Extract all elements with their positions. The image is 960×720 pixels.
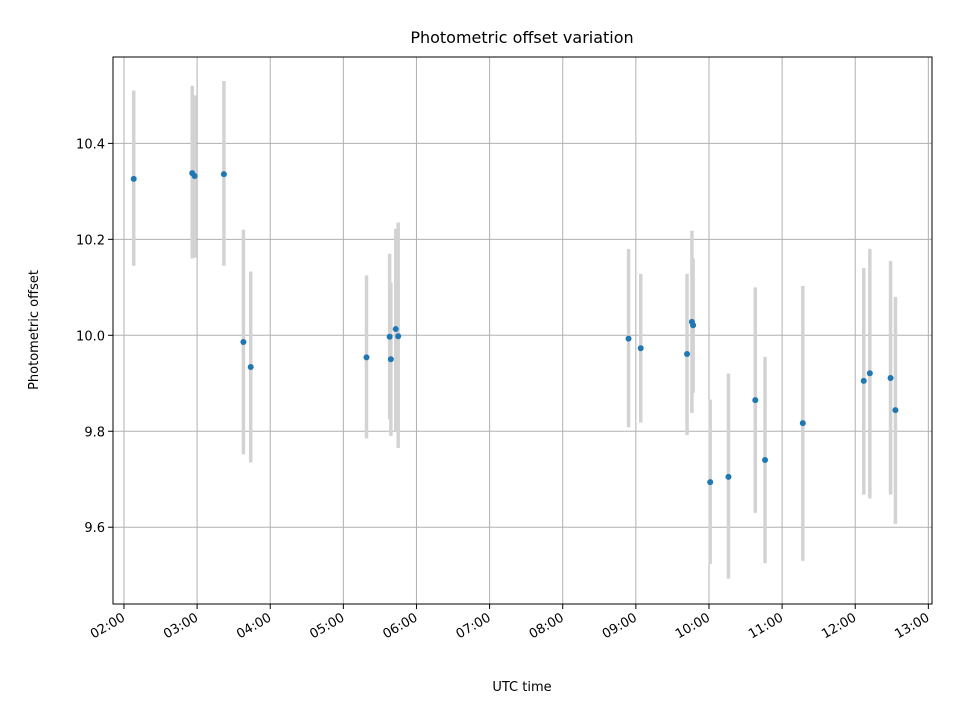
x-tick-label: 11:00 — [746, 610, 786, 642]
data-point — [395, 333, 402, 340]
y-axis-ticks: 9.6 9.8 10.0 10.2 10.4 — [76, 137, 113, 536]
x-tick-label: 10:00 — [673, 610, 713, 642]
data-point — [707, 479, 714, 486]
data-point — [240, 339, 247, 346]
x-axis-label: UTC time — [492, 680, 551, 695]
data-point — [220, 171, 227, 178]
x-tick-label: 03:00 — [161, 610, 201, 642]
x-tick-label: 09:00 — [600, 610, 640, 642]
data-point — [887, 375, 894, 382]
x-tick-label: 07:00 — [454, 610, 494, 642]
data-point — [752, 397, 759, 404]
data-point — [387, 356, 394, 363]
data-point — [860, 377, 867, 384]
y-tick-label: 10.2 — [76, 233, 105, 248]
x-axis-ticks: 02:00 03:00 04:00 05:00 06:00 07:00 08:00 09:00… — [88, 604, 932, 642]
data-point — [191, 172, 198, 179]
error-bars — [131, 80, 898, 579]
y-tick-label: 10.4 — [76, 137, 105, 152]
data-point — [762, 457, 769, 464]
grid — [113, 57, 932, 604]
data-point — [625, 335, 632, 342]
x-tick-label: 08:00 — [527, 610, 567, 642]
data-point — [392, 326, 399, 333]
x-tick-label: 06:00 — [381, 610, 421, 642]
chart-title: Photometric offset variation — [410, 28, 633, 47]
y-tick-label: 10.0 — [76, 329, 105, 344]
data-point — [799, 420, 806, 427]
x-tick-label: 12:00 — [819, 610, 859, 642]
plot-frame — [112, 56, 933, 605]
data-point — [130, 175, 137, 182]
data-point — [690, 322, 697, 329]
data-point — [363, 354, 370, 361]
y-tick-label: 9.6 — [84, 521, 105, 536]
x-tick-label: 02:00 — [88, 610, 128, 642]
data-point — [892, 407, 899, 414]
data-point — [386, 333, 393, 340]
y-tick-label: 9.8 — [84, 425, 105, 440]
x-tick-label: 05:00 — [307, 610, 347, 642]
x-tick-label: 04:00 — [234, 610, 274, 642]
data-point — [684, 351, 691, 358]
data-points — [130, 170, 899, 486]
data-point — [866, 370, 873, 377]
y-axis-label: Photometric offset — [27, 270, 42, 390]
data-point — [725, 473, 732, 480]
data-point — [637, 345, 644, 352]
data-point — [247, 363, 254, 370]
x-tick-label: 13:00 — [892, 610, 932, 642]
